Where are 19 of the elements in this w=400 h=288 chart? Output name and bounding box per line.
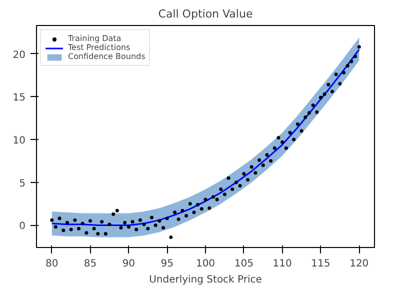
chart-title: Call Option Value: [158, 8, 253, 20]
y-tick-label: 15: [12, 92, 26, 104]
x-tick-label: 85: [84, 258, 97, 270]
y-tick-label: 10: [12, 136, 26, 146]
y-tick-label: 5: [19, 178, 26, 190]
legend-label: Test Predictions: [68, 43, 130, 52]
y-tick-label: 20: [12, 50, 26, 61]
x-tick-label: 90: [122, 258, 136, 270]
x-tick-label: 110: [272, 258, 292, 270]
y-tick-label: 0: [19, 221, 26, 232]
legend-label: Training Data: [68, 34, 122, 43]
legend-label: Confidence Bounds: [68, 52, 146, 61]
x-tick-label: 100: [196, 258, 216, 270]
x-tick-label: 80: [46, 258, 58, 270]
x-tick-label: 95: [160, 258, 174, 270]
x-tick-label: 105: [234, 258, 254, 270]
x-tick-label: 115: [311, 258, 330, 270]
x-axis-title: Underlying Stock Price: [149, 274, 262, 286]
x-tick-label: 120: [350, 258, 369, 270]
